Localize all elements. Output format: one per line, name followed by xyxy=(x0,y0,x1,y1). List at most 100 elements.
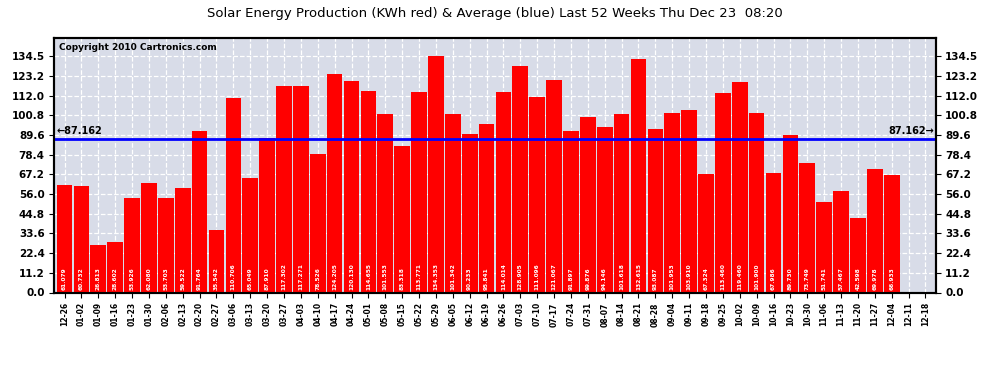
Text: 110.706: 110.706 xyxy=(231,263,236,290)
Bar xyxy=(394,146,410,292)
Bar xyxy=(597,127,613,292)
Bar xyxy=(799,163,815,292)
Bar xyxy=(125,198,140,292)
Bar xyxy=(748,113,764,292)
Bar xyxy=(209,230,225,292)
Text: 117.302: 117.302 xyxy=(281,263,286,290)
Text: 51.741: 51.741 xyxy=(822,267,827,290)
Bar xyxy=(243,178,258,292)
Text: 93.087: 93.087 xyxy=(652,267,657,290)
Bar xyxy=(546,80,562,292)
Text: Solar Energy Production (KWh red) & Average (blue) Last 52 Weeks Thu Dec 23  08:: Solar Energy Production (KWh red) & Aver… xyxy=(207,8,783,21)
Text: 121.067: 121.067 xyxy=(551,263,556,290)
Bar xyxy=(732,82,747,292)
Text: 120.130: 120.130 xyxy=(349,263,354,290)
Text: 89.730: 89.730 xyxy=(788,267,793,290)
Bar xyxy=(192,131,208,292)
Bar xyxy=(310,154,326,292)
Text: Copyright 2010 Cartronics.com: Copyright 2010 Cartronics.com xyxy=(58,43,217,52)
Bar xyxy=(563,131,579,292)
Text: 28.602: 28.602 xyxy=(113,267,118,290)
Text: 42.598: 42.598 xyxy=(855,267,860,290)
Text: 117.271: 117.271 xyxy=(298,263,303,290)
Bar xyxy=(834,191,848,292)
Bar xyxy=(175,188,191,292)
Text: 113.771: 113.771 xyxy=(417,263,422,290)
Bar xyxy=(158,198,173,292)
Text: 61.079: 61.079 xyxy=(62,267,67,290)
Bar xyxy=(142,183,156,292)
Text: 91.897: 91.897 xyxy=(568,267,573,290)
Bar xyxy=(411,92,427,292)
Bar xyxy=(479,124,494,292)
Bar xyxy=(664,113,680,292)
Bar xyxy=(496,92,511,292)
Bar xyxy=(513,66,529,292)
Bar xyxy=(377,114,393,292)
Bar xyxy=(765,173,781,292)
Bar xyxy=(344,81,359,292)
Bar xyxy=(817,201,832,292)
Text: 69.978: 69.978 xyxy=(872,267,877,290)
Text: 35.542: 35.542 xyxy=(214,267,219,290)
Text: 53.703: 53.703 xyxy=(163,267,168,290)
Text: 57.467: 57.467 xyxy=(839,267,843,290)
Text: 95.841: 95.841 xyxy=(484,267,489,290)
Bar xyxy=(715,93,731,292)
Text: 94.146: 94.146 xyxy=(602,267,607,290)
Text: 91.764: 91.764 xyxy=(197,267,202,290)
Bar xyxy=(226,98,242,292)
Text: ←87.162: ←87.162 xyxy=(56,126,102,136)
Text: 103.910: 103.910 xyxy=(687,263,692,290)
Text: 132.615: 132.615 xyxy=(636,263,641,290)
Bar xyxy=(259,138,275,292)
Text: 114.655: 114.655 xyxy=(366,263,371,290)
Bar xyxy=(293,86,309,292)
Text: 67.324: 67.324 xyxy=(704,267,709,290)
Bar xyxy=(631,59,646,292)
Bar xyxy=(530,97,545,292)
Bar xyxy=(850,217,865,292)
Bar xyxy=(782,135,798,292)
Text: 90.233: 90.233 xyxy=(467,267,472,290)
Text: 99.876: 99.876 xyxy=(585,267,590,290)
Text: 134.353: 134.353 xyxy=(434,263,439,290)
Text: 87.162→: 87.162→ xyxy=(888,126,934,136)
Bar xyxy=(445,114,460,292)
Text: 113.460: 113.460 xyxy=(721,263,726,290)
Bar xyxy=(56,185,72,292)
Bar xyxy=(647,129,663,292)
Text: 83.318: 83.318 xyxy=(400,267,405,290)
Bar xyxy=(867,170,883,292)
Bar xyxy=(580,117,596,292)
Text: 87.910: 87.910 xyxy=(264,267,269,290)
Text: 114.014: 114.014 xyxy=(501,263,506,290)
Text: 124.205: 124.205 xyxy=(333,263,338,290)
Bar xyxy=(276,86,292,292)
Text: 59.522: 59.522 xyxy=(180,267,185,290)
Text: 119.460: 119.460 xyxy=(738,263,742,290)
Text: 78.526: 78.526 xyxy=(315,267,321,290)
Text: 111.096: 111.096 xyxy=(535,263,540,290)
Bar xyxy=(614,114,630,292)
Text: 101.553: 101.553 xyxy=(383,263,388,290)
Text: 101.342: 101.342 xyxy=(450,263,455,290)
Text: 67.986: 67.986 xyxy=(771,267,776,290)
Bar xyxy=(681,110,697,292)
Text: 60.732: 60.732 xyxy=(79,267,84,290)
Text: 53.926: 53.926 xyxy=(130,267,135,290)
Bar xyxy=(90,245,106,292)
Text: 128.905: 128.905 xyxy=(518,263,523,290)
Bar xyxy=(73,186,89,292)
Text: 62.080: 62.080 xyxy=(147,267,151,290)
Text: 101.618: 101.618 xyxy=(619,263,624,290)
Bar xyxy=(428,56,444,292)
Text: 101.900: 101.900 xyxy=(754,263,759,290)
Text: 66.933: 66.933 xyxy=(889,267,894,290)
Text: 65.049: 65.049 xyxy=(248,267,252,290)
Bar xyxy=(698,174,714,292)
Bar xyxy=(884,175,900,292)
Text: 101.953: 101.953 xyxy=(669,263,675,290)
Bar xyxy=(327,74,343,292)
Text: 73.749: 73.749 xyxy=(805,267,810,290)
